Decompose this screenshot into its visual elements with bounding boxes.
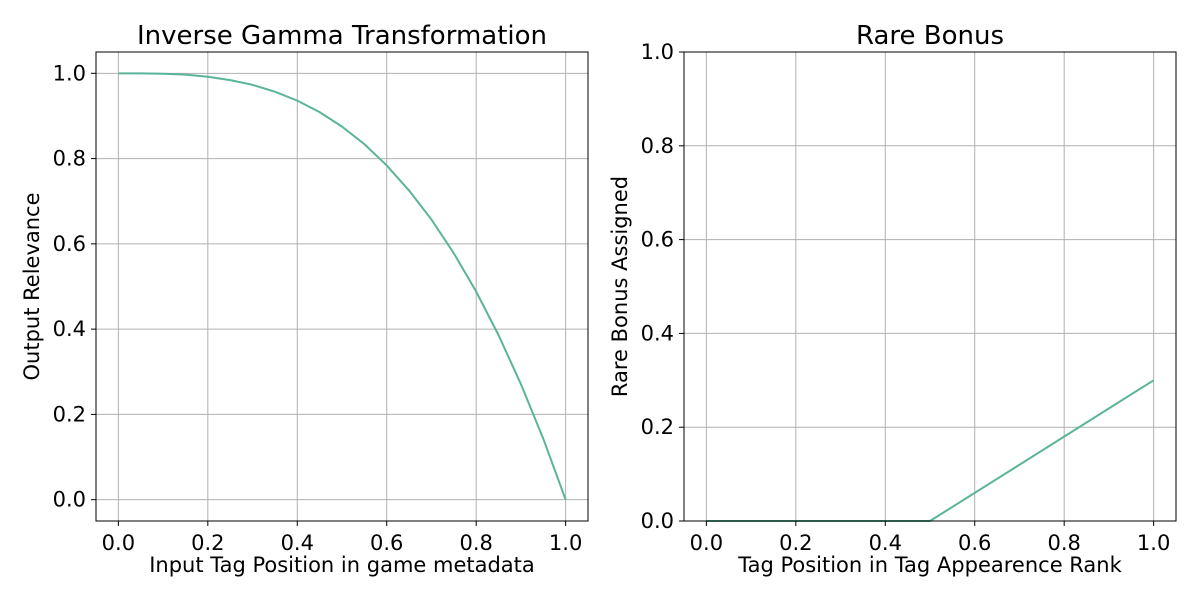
x-axis-label: Input Tag Position in game metadata bbox=[149, 553, 535, 577]
chart-title: Rare Bonus bbox=[856, 21, 1004, 51]
y-tick-label: 0.2 bbox=[53, 402, 86, 426]
y-tick-label: 0.6 bbox=[53, 232, 86, 256]
chart-series-group bbox=[118, 72, 567, 501]
chart-ticks: 0.0 0.2 0.4 0.6 0.8 1.0 0.0 0.2 0.4 0.6 0.8 1.0 bbox=[641, 40, 1171, 555]
y-tick-label: 1.0 bbox=[641, 40, 674, 64]
x-tick-label: 0.6 bbox=[958, 531, 991, 555]
x-tick-label: 0.4 bbox=[869, 531, 902, 555]
x-tick-label: 0.4 bbox=[281, 531, 314, 555]
x-tick-label: 0.8 bbox=[459, 531, 492, 555]
x-tick-label: 1.0 bbox=[1137, 531, 1170, 555]
y-tick-label: 1.0 bbox=[53, 61, 86, 85]
chart-inverse-gamma: 0.0 0.2 0.4 0.6 0.8 1.0 0.0 0.2 0.4 0.6 0.8 1.0 Inv… bbox=[20, 21, 589, 577]
y-axis-label: Rare Bonus Assigned bbox=[608, 176, 632, 397]
chart-ticks: 0.0 0.2 0.4 0.6 0.8 1.0 0.0 0.2 0.4 0.6 0.8 1.0 bbox=[53, 61, 583, 555]
y-tick-label: 0.4 bbox=[641, 321, 674, 345]
x-tick-label: 0.2 bbox=[779, 531, 812, 555]
x-tick-label: 1.0 bbox=[549, 531, 582, 555]
x-tick-label: 0.0 bbox=[102, 531, 135, 555]
x-tick-label: 0.8 bbox=[1047, 531, 1080, 555]
x-tick-label: 0.6 bbox=[370, 531, 403, 555]
y-tick-label: 0.2 bbox=[641, 415, 674, 439]
x-tick-label: 0.2 bbox=[191, 531, 224, 555]
x-tick-label: 0.0 bbox=[690, 531, 723, 555]
x-axis-label: Tag Position in Tag Appearence Rank bbox=[737, 553, 1122, 577]
plot-area-frame bbox=[95, 51, 589, 522]
series-line bbox=[118, 72, 567, 501]
y-tick-label: 0.0 bbox=[641, 509, 674, 533]
y-tick-label: 0.6 bbox=[641, 228, 674, 252]
plot-area-frame bbox=[683, 51, 1177, 522]
y-tick-label: 0.8 bbox=[641, 134, 674, 158]
y-tick-label: 0.4 bbox=[53, 317, 86, 341]
y-tick-label: 0.8 bbox=[53, 147, 86, 171]
chart-title: Inverse Gamma Transformation bbox=[137, 21, 547, 51]
y-tick-label: 0.0 bbox=[53, 488, 86, 512]
chart-rare-bonus: 0.0 0.2 0.4 0.6 0.8 1.0 0.0 0.2 0.4 0.6 0.8 1.0 Rar… bbox=[608, 21, 1177, 577]
y-axis-label: Output Relevance bbox=[20, 192, 44, 380]
